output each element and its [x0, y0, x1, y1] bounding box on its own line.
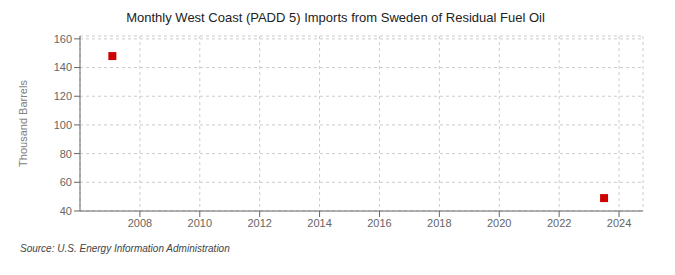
svg-text:2022: 2022	[547, 217, 571, 229]
svg-text:140: 140	[54, 61, 72, 73]
svg-text:2018: 2018	[427, 217, 451, 229]
svg-text:2024: 2024	[607, 217, 631, 229]
svg-text:80: 80	[60, 148, 72, 160]
svg-text:2016: 2016	[367, 217, 391, 229]
svg-text:2020: 2020	[487, 217, 511, 229]
svg-text:2014: 2014	[307, 217, 331, 229]
svg-text:100: 100	[54, 119, 72, 131]
svg-text:120: 120	[54, 90, 72, 102]
html-text:Source: U.S. Energy Informatio: Source: U.S. Energy Information Administ…	[20, 243, 230, 254]
svg-text:160: 160	[54, 33, 72, 45]
svg-text:2012: 2012	[247, 217, 271, 229]
html-text:Monthly West Coast (PADD 5) Im: Monthly West Coast (PADD 5) Imports from…	[126, 10, 545, 25]
svg-text:2010: 2010	[188, 217, 212, 229]
svg-text:Thousand Barrels: Thousand Barrels	[17, 80, 29, 167]
svg-text:60: 60	[60, 176, 72, 188]
svg-text:40: 40	[60, 205, 72, 217]
svg-text:2008: 2008	[128, 217, 152, 229]
